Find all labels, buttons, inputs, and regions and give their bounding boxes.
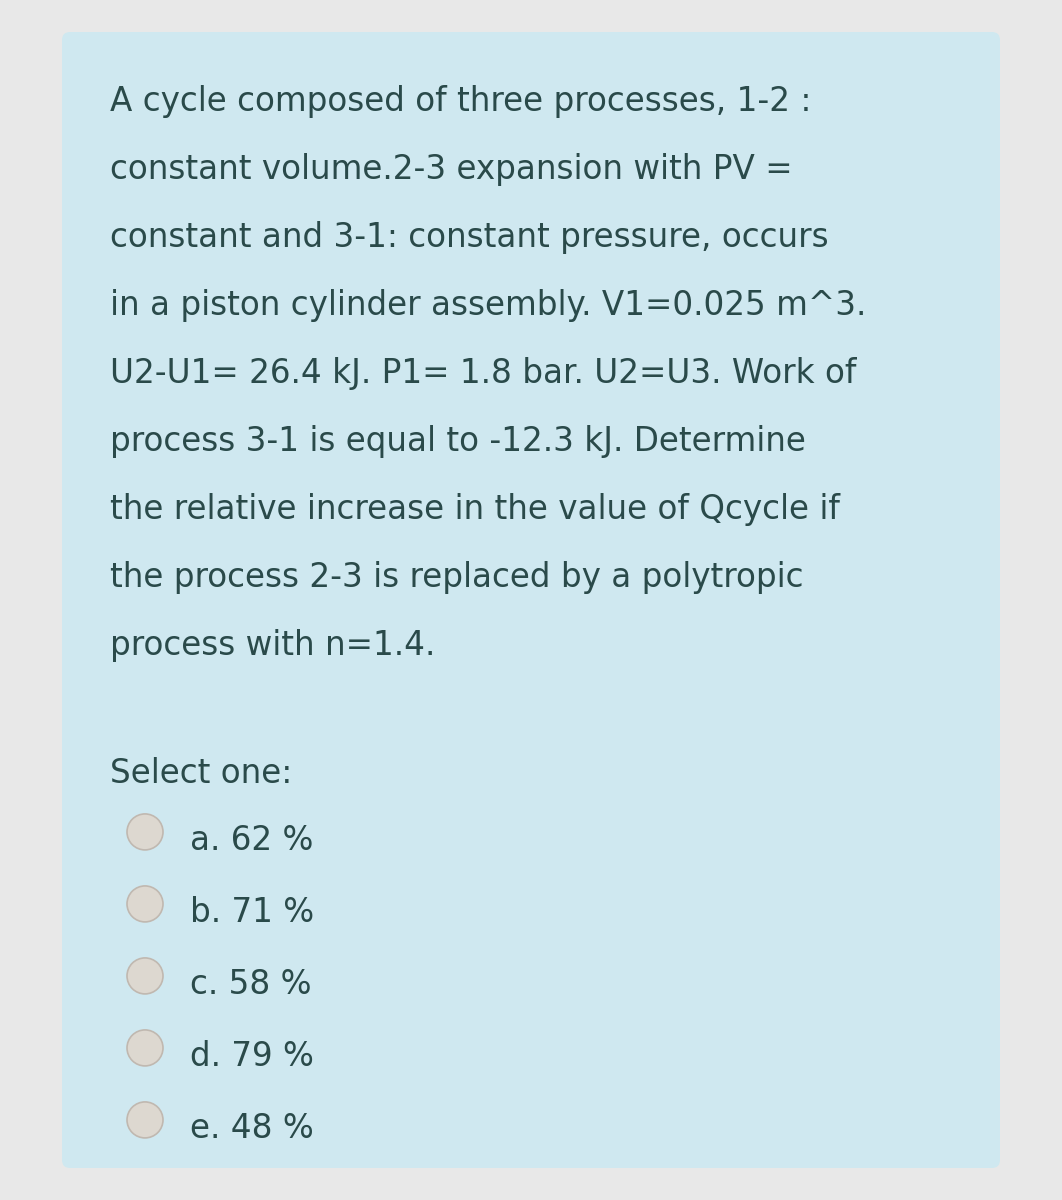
Text: a. 62 %: a. 62 % [190, 823, 313, 857]
Text: the relative increase in the value of Qcycle if: the relative increase in the value of Qc… [110, 493, 840, 526]
Text: process 3-1 is equal to -12.3 kJ. Determine: process 3-1 is equal to -12.3 kJ. Determ… [110, 425, 806, 458]
Text: c. 58 %: c. 58 % [190, 967, 311, 1001]
Circle shape [127, 1102, 162, 1138]
Circle shape [127, 1030, 162, 1066]
Text: e. 48 %: e. 48 % [190, 1111, 313, 1145]
Text: process with n=1.4.: process with n=1.4. [110, 629, 435, 662]
Text: d. 79 %: d. 79 % [190, 1039, 314, 1073]
Text: in a piston cylinder assembly. V1=0.025 m^3.: in a piston cylinder assembly. V1=0.025 … [110, 289, 867, 322]
Text: constant and 3-1: constant pressure, occurs: constant and 3-1: constant pressure, occ… [110, 221, 828, 254]
Text: constant volume.2-3 expansion with PV =: constant volume.2-3 expansion with PV = [110, 152, 792, 186]
Text: A cycle composed of three processes, 1-2 :: A cycle composed of three processes, 1-2… [110, 85, 811, 118]
Circle shape [127, 814, 162, 850]
Text: the process 2-3 is replaced by a polytropic: the process 2-3 is replaced by a polytro… [110, 560, 804, 594]
Text: Select one:: Select one: [110, 757, 292, 790]
FancyBboxPatch shape [62, 32, 1000, 1168]
Circle shape [127, 958, 162, 994]
Text: U2-U1= 26.4 kJ. P1= 1.8 bar. U2=U3. Work of: U2-U1= 26.4 kJ. P1= 1.8 bar. U2=U3. Work… [110, 358, 856, 390]
Circle shape [127, 886, 162, 922]
Text: b. 71 %: b. 71 % [190, 895, 314, 929]
